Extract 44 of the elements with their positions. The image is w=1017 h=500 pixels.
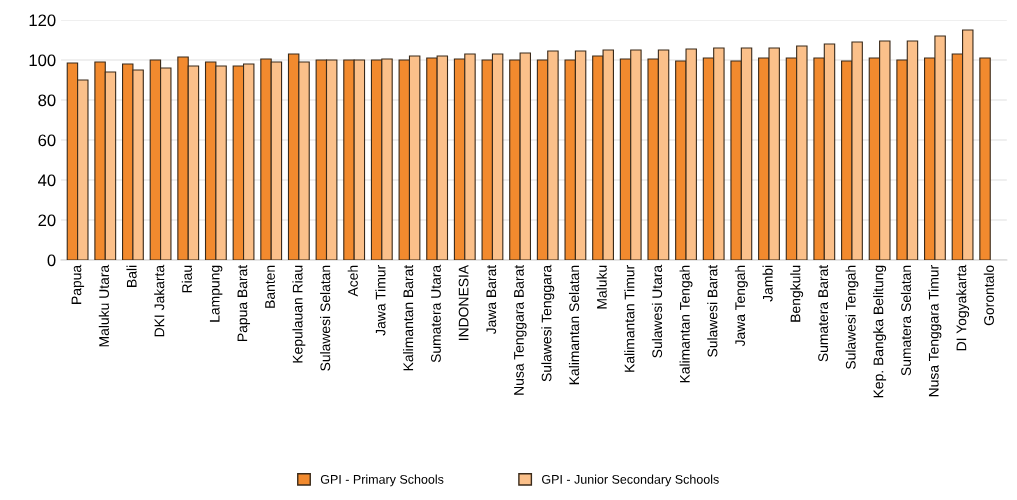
x-tick-label: Maluku [596,265,607,309]
x-tick-label: Sumatera Selatan [900,265,911,376]
x-tick-label: Jambi [762,265,773,302]
x-tick-label: Nusa Tenggara Timur [928,265,942,397]
y-tick-label: 120 [29,14,56,27]
x-tick-label: Kalimantan Barat [403,264,414,371]
x-tick-label: Banten [265,265,275,308]
x-tick-label: Sumatera Barat [818,264,829,362]
y-tick-label: 60 [38,134,56,147]
x-tick-label: Kep. Bangka Belitung [873,265,887,398]
x-tick-label: Sulawesi Tengah [845,265,859,369]
x-tick-label: Kepulauan Riau [292,265,306,363]
x-tick-label: Kalimantan Selatan [568,265,580,385]
x-tick-label: Aceh [347,265,358,297]
bar [979,57,991,260]
x-tick-label: Bali [126,265,137,287]
x-tick-label: Jawa Barat [486,264,497,335]
x-tick-label: Maluku Utara [98,264,109,347]
x-tick-label: DKI Jakarta [154,264,165,337]
x-tick-label: Sulawesi Barat [707,264,718,357]
x-tick-label: Lampung [209,265,223,322]
x-tick-label: Jawa Tengah [734,265,748,347]
x-tick-label: Sulawesi Utara [651,264,663,358]
x-tick-label: Riau [181,265,192,293]
y-tick-label: 20 [38,214,56,227]
x-tick-label: Bengkulu [790,265,804,322]
legend-label: GPI - Junior Secondary Schools [542,474,719,487]
x-tick-label: Nusa Tenggara Barat [514,264,527,395]
x-tick-label: Sulawesi Tenggara [541,264,555,382]
x-tick-label: Papua Barat [237,264,251,341]
y-tick-label: 80 [38,94,56,107]
x-tick-label: INDONESIA [458,264,469,340]
x-tick-label: Sumatera Utara [431,264,441,363]
y-tick-label: 100 [29,54,56,67]
x-tick-label: Sulawesi Selatan [320,265,331,371]
x-tick-label: DI Yogyakarta [956,264,970,351]
y-tick-label: 0 [47,254,56,267]
x-tick-label: Kalimantan Timur [624,265,635,372]
legend-label: GPI - Primary Schools [320,474,444,487]
x-tick-label: Papua [71,264,85,304]
x-tick-label: Gorontalo [983,265,994,326]
y-tick-label: 40 [38,174,56,187]
x-tick-label: Jawa Timur [375,265,386,336]
x-tick-label: Kalimantan Tengah [679,265,693,383]
